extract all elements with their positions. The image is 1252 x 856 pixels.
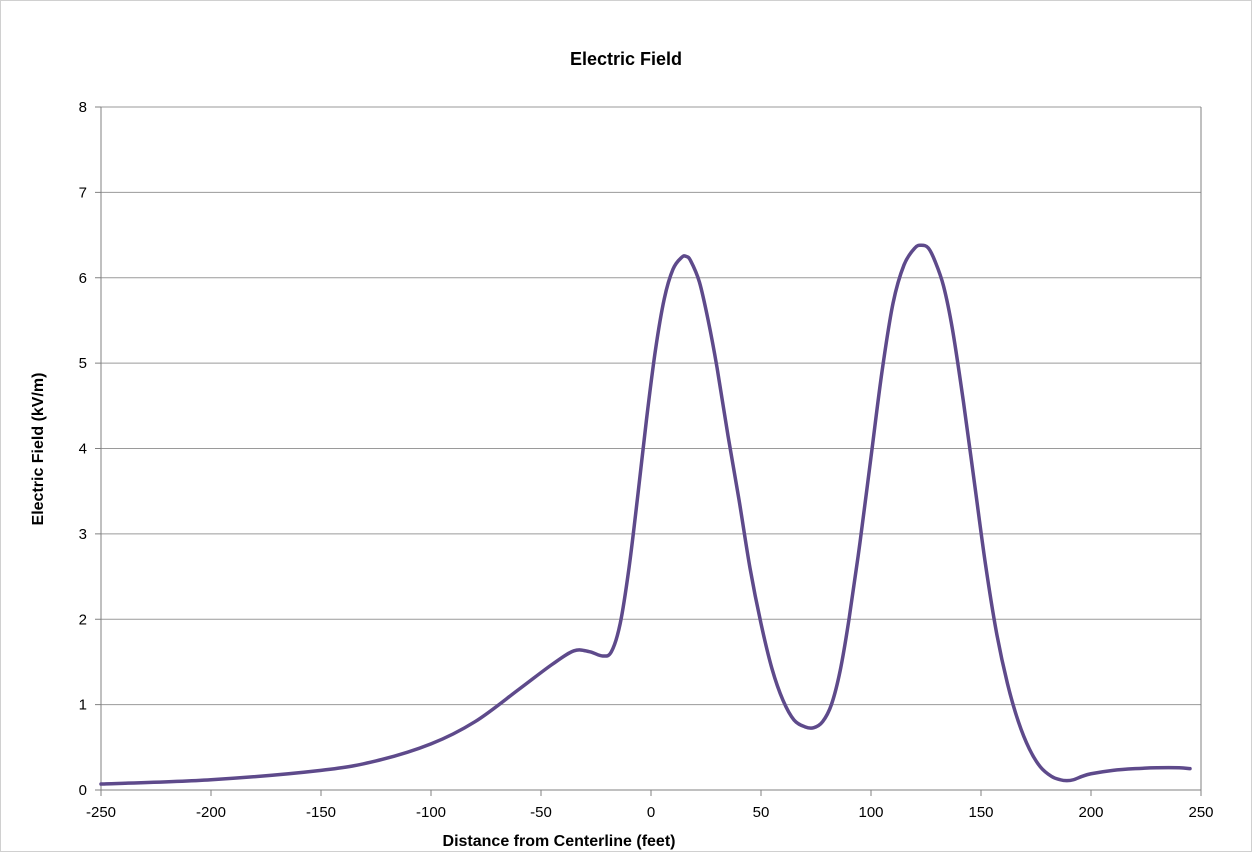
axes [95, 106, 1202, 796]
x-tick-labels: -250 -200 -150 -100 -50 0 50 100 150 200 250 [86, 804, 1214, 821]
x-tick-label: -100 [416, 804, 446, 821]
x-tick-label: 250 [1188, 804, 1213, 821]
x-axis-label: Distance from Centerline (feet) [443, 833, 676, 850]
x-tick-label: 0 [647, 804, 655, 821]
x-tick-label: -250 [86, 804, 116, 821]
x-tick-label: 50 [753, 804, 770, 821]
x-tick-label: -50 [530, 804, 552, 821]
y-tick-labels: 0 1 2 3 4 5 6 7 8 [79, 99, 87, 799]
x-tick-label: 200 [1078, 804, 1103, 821]
y-tick-label: 3 [79, 526, 87, 543]
x-tick-label: 100 [858, 804, 883, 821]
series-line-0 [99, 243, 1192, 786]
y-tick-label: 8 [79, 99, 87, 116]
y-axis-label: Electric Field (kV/m) [30, 373, 47, 526]
y-tick-label: 2 [79, 611, 87, 628]
series-group [99, 243, 1192, 786]
chart-title: Electric Field [570, 49, 682, 69]
y-tick-label: 7 [79, 184, 87, 201]
y-tick-label: 0 [79, 782, 87, 799]
x-tick-label: 150 [968, 804, 993, 821]
y-tick-label: 1 [79, 697, 87, 714]
y-tick-label: 5 [79, 355, 87, 372]
y-tick-label: 4 [79, 441, 87, 458]
grid-lines [101, 106, 1201, 706]
y-tick-label: 6 [79, 270, 87, 287]
x-tick-label: -150 [306, 804, 336, 821]
x-tick-label: -200 [196, 804, 226, 821]
